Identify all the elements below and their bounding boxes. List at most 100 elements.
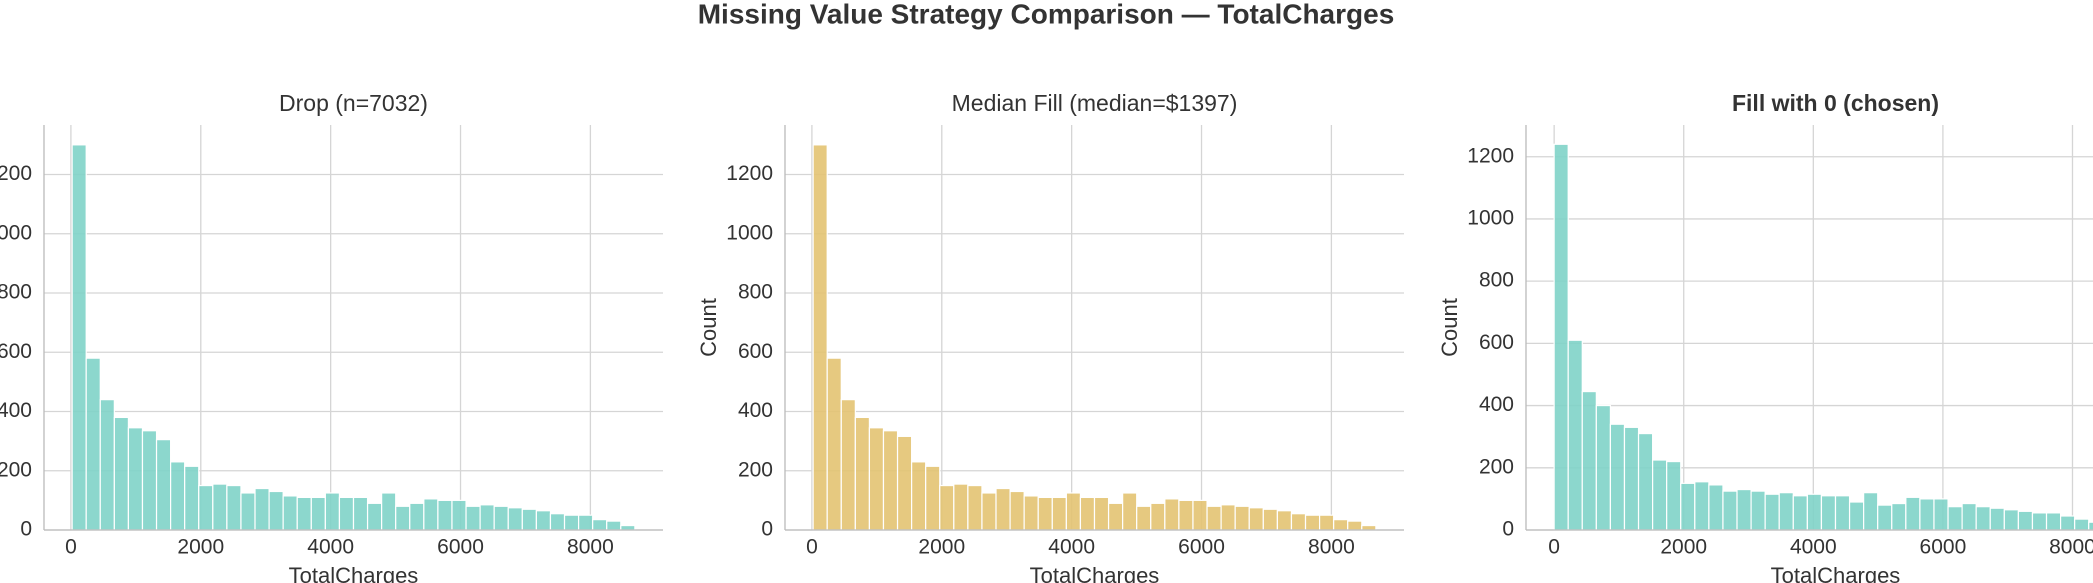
y-tick-label: 1000	[0, 221, 32, 244]
bar	[1122, 492, 1138, 531]
y-tick-label: 800	[1479, 269, 1514, 292]
bar	[1694, 481, 1710, 531]
bar	[1318, 514, 1335, 531]
bar	[577, 514, 594, 531]
bar	[1248, 507, 1264, 531]
bar	[465, 505, 481, 531]
y-tick-label: 0	[761, 518, 773, 541]
bar	[606, 520, 622, 531]
bar	[854, 416, 871, 531]
bar	[212, 483, 228, 531]
bar	[2017, 510, 2034, 531]
y-axis-label: Count	[696, 298, 721, 357]
bar	[395, 505, 411, 531]
x-tick-label: 8000	[1308, 536, 1355, 559]
bar	[1834, 495, 1851, 531]
x-axis-label: TotalCharges	[1771, 563, 1901, 583]
bar	[1093, 496, 1110, 531]
bar	[1009, 490, 1025, 531]
y-tick-label: 400	[738, 399, 773, 422]
y-tick-label: 0	[20, 518, 32, 541]
y-tick-label: 800	[0, 281, 32, 304]
bar	[141, 430, 158, 531]
y-tick-label: 600	[738, 340, 773, 363]
x-tick-label: 0	[806, 536, 818, 559]
figure-title: Missing Value Strategy Comparison — Tota…	[698, 0, 1395, 29]
bar	[1750, 490, 1766, 531]
bar	[381, 492, 397, 531]
bar	[882, 430, 899, 531]
bar	[1961, 502, 1977, 531]
bar	[85, 357, 101, 531]
bar	[1361, 524, 1377, 531]
bar	[479, 504, 495, 531]
bar	[1051, 496, 1067, 531]
bar	[2074, 518, 2090, 531]
bar	[254, 487, 270, 531]
bar	[1947, 506, 1963, 531]
bar	[1863, 492, 1879, 531]
x-tick-label: 4000	[307, 536, 354, 559]
bar	[1919, 498, 1935, 531]
bar	[563, 514, 580, 531]
bar	[352, 496, 369, 531]
bar	[521, 508, 537, 531]
bar	[2088, 521, 2093, 531]
bar	[409, 502, 425, 531]
x-tick-label: 0	[1548, 536, 1560, 559]
bar	[2045, 512, 2062, 531]
bar	[1107, 502, 1124, 531]
bar	[1792, 495, 1808, 531]
panel-title: Fill with 0 (chosen)	[1732, 90, 1939, 116]
bar	[995, 487, 1011, 531]
bar	[1290, 513, 1307, 531]
bar	[1234, 505, 1250, 531]
x-tick-label: 2000	[1660, 536, 1707, 559]
bar	[1623, 426, 1640, 531]
bar	[451, 499, 467, 531]
bar	[127, 427, 144, 531]
x-tick-label: 6000	[1920, 536, 1967, 559]
bar	[338, 496, 355, 531]
y-tick-label: 400	[0, 399, 32, 422]
bar	[184, 465, 200, 531]
bar	[911, 461, 927, 531]
y-tick-label: 600	[1479, 331, 1514, 354]
y-tick-label: 1200	[726, 162, 773, 185]
bar	[1276, 510, 1293, 531]
bar	[1553, 143, 1569, 531]
bar	[1820, 495, 1837, 531]
bar	[1975, 506, 1991, 531]
bar	[592, 519, 608, 531]
bar	[1567, 339, 1583, 531]
x-tick-label: 2000	[918, 536, 965, 559]
x-axis-label: TotalCharges	[1030, 563, 1160, 583]
y-tick-label: 800	[738, 281, 773, 304]
bar	[324, 492, 341, 531]
bar	[1262, 508, 1278, 531]
y-tick-label: 1000	[1467, 206, 1514, 229]
bar	[925, 465, 941, 531]
bar	[1877, 504, 1893, 531]
bar	[1347, 520, 1363, 531]
bar	[71, 144, 87, 531]
x-tick-label: 2000	[177, 536, 224, 559]
bar	[1037, 496, 1053, 531]
bar	[1065, 492, 1082, 531]
bar	[1764, 493, 1780, 531]
bar	[366, 502, 383, 531]
bar	[1220, 504, 1236, 531]
bar	[1178, 499, 1194, 531]
bar	[282, 495, 298, 531]
y-tick-label: 0	[1502, 518, 1514, 541]
bar	[1778, 492, 1794, 531]
bar	[1136, 505, 1152, 531]
bar	[2003, 509, 2019, 531]
bar	[939, 484, 955, 531]
bar	[1680, 482, 1696, 531]
bar	[812, 144, 828, 531]
bar	[868, 427, 885, 531]
bar	[981, 492, 997, 531]
bar	[1736, 488, 1752, 531]
